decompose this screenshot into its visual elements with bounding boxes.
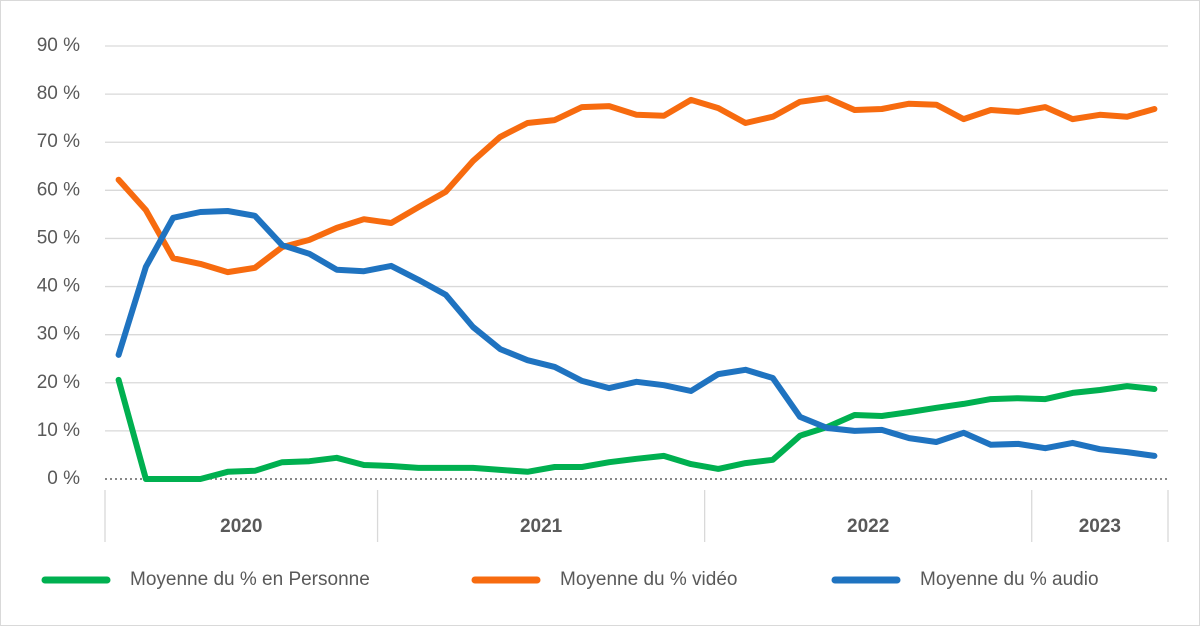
y-tick-label: 90 % (37, 35, 80, 56)
y-tick-label: 20 % (37, 372, 80, 393)
x-group-label: 2022 (847, 516, 889, 537)
legend-label: Moyenne du % audio (920, 569, 1099, 590)
y-tick-label: 80 % (37, 83, 80, 104)
y-tick-label: 0 % (47, 468, 80, 489)
y-tick-label: 40 % (37, 276, 80, 297)
y-tick-label: 30 % (37, 324, 80, 345)
legend-label: Moyenne du % en Personne (130, 569, 370, 590)
y-tick-label: 10 % (37, 420, 80, 441)
y-tick-label: 70 % (37, 131, 80, 152)
x-group-label: 2021 (520, 516, 563, 537)
y-tick-label: 50 % (37, 227, 80, 248)
series-line (115, 95, 1158, 276)
series-line (115, 208, 1158, 459)
legend-label: Moyenne du % vidéo (560, 569, 737, 590)
y-tick-label: 60 % (37, 179, 80, 200)
x-group-label: 2020 (220, 516, 262, 537)
series-line (115, 376, 1158, 482)
x-group-label: 2023 (1079, 516, 1121, 537)
